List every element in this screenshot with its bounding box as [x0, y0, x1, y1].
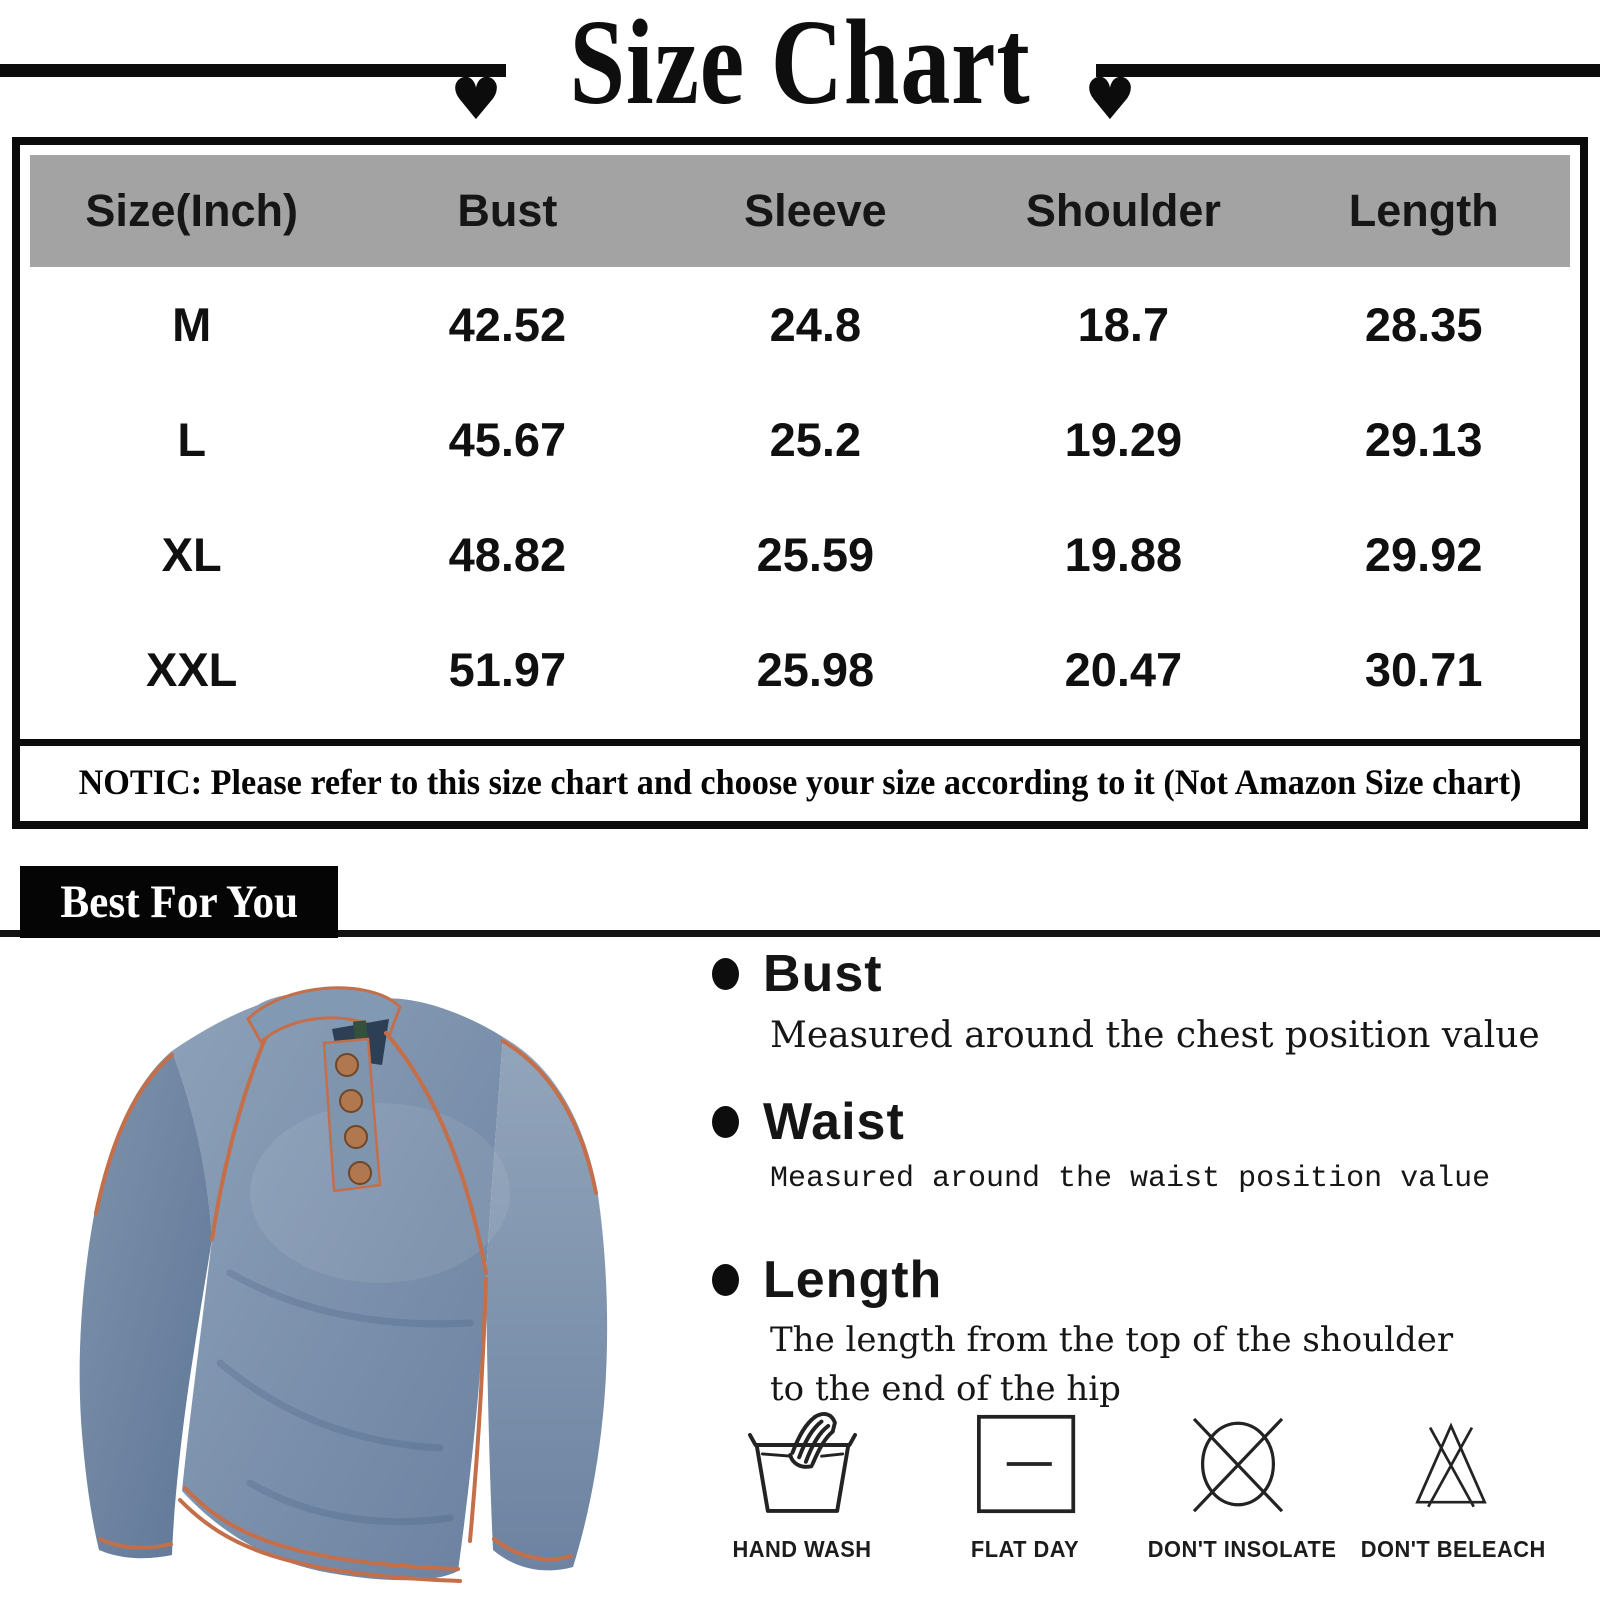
- cell-length: 30.71: [1364, 643, 1483, 696]
- cell-shoulder: 20.47: [1064, 643, 1183, 696]
- care-label: DON'T INSOLATE: [1147, 1536, 1337, 1562]
- section-divider: [0, 930, 1600, 937]
- notice-divider: [20, 739, 1580, 746]
- cell-bust: 51.97: [448, 643, 567, 696]
- cell-length: 28.35: [1364, 298, 1483, 351]
- care-item-dont-bleach: DON'T BELEACH: [1356, 1408, 1546, 1563]
- dont-insolate-icon: [1192, 1417, 1284, 1513]
- best-for-you-banner: Best For You: [20, 866, 338, 938]
- neck-label-tag: [352, 1020, 369, 1042]
- hand-wash-icon: [747, 1412, 857, 1513]
- banner-label: Best For You: [60, 876, 298, 928]
- shirt-torso: [172, 991, 503, 1581]
- cell-shoulder: 19.29: [1064, 413, 1183, 466]
- column-header-size: Size(Inch): [85, 185, 298, 236]
- column-header-shoulder: Shoulder: [1025, 185, 1221, 236]
- measure-label: Waist: [763, 1093, 905, 1151]
- cell-shoulder: 19.88: [1064, 528, 1183, 581]
- cell-sleeve: 24.8: [769, 298, 862, 351]
- cell-size: M: [172, 298, 212, 351]
- measure-description: Measured around the waist position value: [770, 1162, 1491, 1196]
- cell-shoulder: 18.7: [1077, 298, 1170, 351]
- column-header-bust: Bust: [457, 185, 558, 236]
- measure-description: The length from the top of the shoulder …: [770, 1320, 1454, 1410]
- cell-length: 29.92: [1364, 528, 1483, 581]
- cell-size: XL: [161, 528, 222, 581]
- shirt-buttons: [335, 1053, 372, 1185]
- cell-size: L: [177, 413, 207, 466]
- title-rule-right: [1096, 64, 1600, 77]
- measure-description: Measured around the chest position value: [770, 1015, 1540, 1056]
- table-row-xxl: XXL 51.97 25.98 20.47 30.71: [30, 612, 1570, 727]
- care-label: FLAT DAY: [970, 1536, 1080, 1562]
- cell-bust: 45.67: [448, 413, 567, 466]
- shirt-right-sleeve: [486, 1037, 608, 1571]
- column-header-length: Length: [1348, 185, 1499, 236]
- contrast-stitching: [94, 1031, 598, 1583]
- care-item-flat-dry: FLAT DAY: [930, 1408, 1120, 1563]
- shirt-placket: [322, 1037, 382, 1193]
- shirt-left-sleeve: [79, 1051, 212, 1559]
- bullet-icon: [712, 1106, 739, 1138]
- cell-bust: 48.82: [448, 528, 567, 581]
- care-label: DON'T BELEACH: [1360, 1536, 1546, 1562]
- heart-icon: ♥: [1084, 65, 1136, 133]
- care-item-hand-wash: HAND WASH: [707, 1408, 897, 1563]
- cell-sleeve: 25.59: [756, 528, 875, 581]
- care-item-dont-insolate: DON'T INSOLATE: [1143, 1408, 1337, 1563]
- heart-icon: ♥: [450, 65, 502, 133]
- cell-bust: 42.52: [448, 298, 567, 351]
- table-row-l: L 45.67 25.2 19.29 29.13: [30, 382, 1570, 497]
- size-table-header-row: Size(Inch) Bust Sleeve Shoulder Length: [30, 155, 1570, 267]
- bullet-icon: [712, 1264, 739, 1296]
- flat-dry-icon: [976, 1414, 1076, 1514]
- measure-guide-length: Length The length from the top of the sh…: [712, 1250, 1492, 1415]
- product-photo-henley-shirt: [79, 986, 608, 1583]
- column-header-sleeve: Sleeve: [744, 185, 887, 236]
- cell-length: 29.13: [1364, 413, 1483, 466]
- table-row-xl: XL 48.82 25.59 19.88 29.92: [30, 497, 1570, 612]
- cell-sleeve: 25.2: [769, 413, 862, 466]
- dont-bleach-icon: [1415, 1422, 1487, 1508]
- cell-sleeve: 25.98: [756, 643, 875, 696]
- cell-size: XXL: [145, 643, 238, 696]
- shirt-collar: [246, 986, 402, 1045]
- care-label: HAND WASH: [732, 1536, 872, 1562]
- size-table: Size(Inch) Bust Sleeve Shoulder Length M…: [12, 137, 1588, 829]
- measure-label: Length: [763, 1251, 943, 1309]
- page-title: Size Chart: [569, 0, 1031, 130]
- bullet-icon: [712, 958, 739, 990]
- measure-guide-waist: Waist Measured around the waist position…: [712, 1092, 1492, 1202]
- title-rule-left: [0, 64, 506, 77]
- table-row-m: M 42.52 24.8 18.7 28.35: [30, 267, 1570, 382]
- measure-guide-bust: Bust Measured around the chest position …: [712, 944, 1540, 1062]
- measure-label: Bust: [763, 945, 883, 1003]
- size-notice: NOTIC: Please refer to this size chart a…: [78, 762, 1522, 802]
